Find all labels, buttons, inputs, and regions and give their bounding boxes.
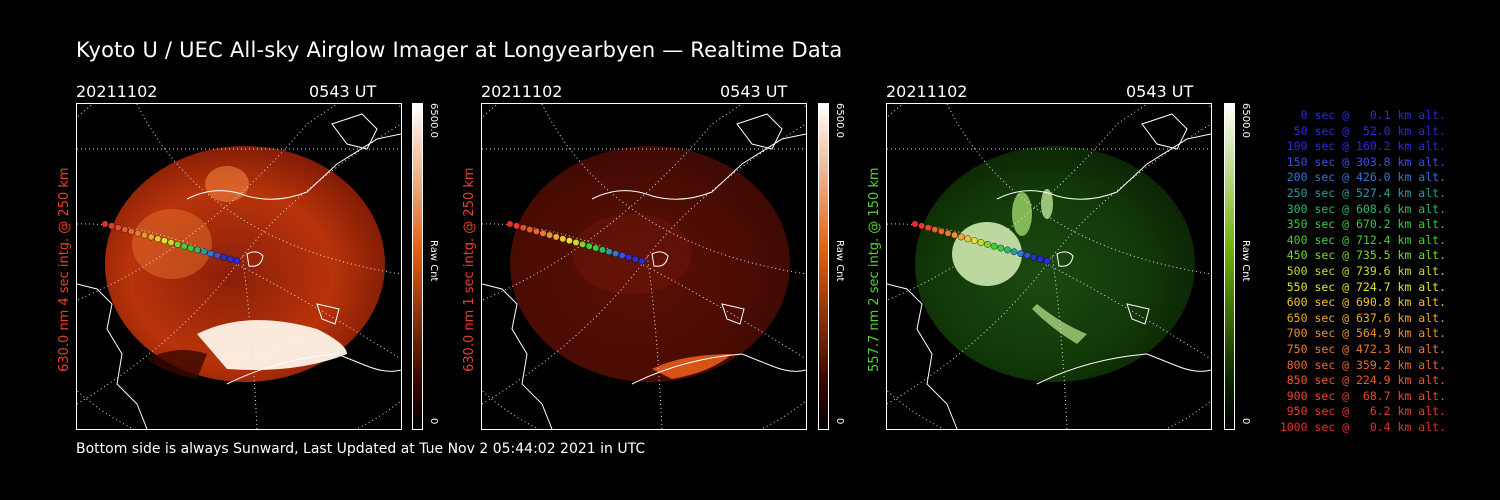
panel-1-allsky-image [76, 103, 402, 430]
legend-row: 150 sec @ 303.8 km alt. [1286, 154, 1446, 169]
legend-row: 450 sec @ 735.5 km alt. [1286, 248, 1446, 263]
panel-3-colorbar-max: 6500.0 [1240, 103, 1251, 138]
legend-row: 100 sec @ 160.2 km alt. [1286, 139, 1446, 154]
trajectory-legend: 0 sec @ 0.1 km alt. 50 sec @ 52.0 km alt… [1262, 108, 1446, 435]
panel-3-colorbar-unit: Raw Cnt [1240, 240, 1251, 282]
footer-status: Bottom side is always Sunward, Last Upda… [76, 441, 646, 457]
panel-2-allsky-image [481, 103, 807, 430]
legend-row: 350 sec @ 670.2 km alt. [1286, 217, 1446, 232]
legend-row: 50 sec @ 52.0 km alt. [1286, 123, 1446, 138]
legend-row: 0 sec @ 0.1 km alt. [1286, 108, 1446, 122]
panel-1-colorbar-min: 0 [428, 418, 439, 425]
legend-row: 650 sec @ 637.6 km alt. [1286, 310, 1446, 325]
panel-3-allsky-image [886, 103, 1212, 430]
panel-1-colorbar-max: 6500.0 [428, 103, 439, 138]
legend-row: 200 sec @ 426.0 km alt. [1286, 170, 1446, 185]
legend-row: 600 sec @ 690.8 km alt. [1286, 295, 1446, 310]
panel-3-colorbar [1224, 103, 1235, 430]
legend-row: 750 sec @ 472.3 km alt. [1286, 341, 1446, 356]
panel-1-side-label: 630.0 nm 4 sec intg. @ 250 km [57, 167, 72, 372]
panel-3-colorbar-min: 0 [1240, 418, 1251, 425]
legend-row: 800 sec @ 359.2 km alt. [1286, 357, 1446, 372]
panel-2-date: 20211102 [481, 82, 563, 101]
legend-row: 850 sec @ 224.9 km alt. [1286, 373, 1446, 388]
legend-row: 950 sec @ 6.2 km alt. [1286, 404, 1446, 419]
legend-row: 900 sec @ 68.7 km alt. [1286, 388, 1446, 403]
panel-2-colorbar-min: 0 [834, 418, 845, 425]
legend-row: 400 sec @ 712.4 km alt. [1286, 232, 1446, 247]
panel-1-colorbar [412, 103, 423, 430]
panel-3-side-label: 557.7 nm 2 sec intg. @ 150 km [867, 167, 882, 372]
panel-1-colorbar-unit: Raw Cnt [428, 240, 439, 282]
page-title: Kyoto U / UEC All-sky Airglow Imager at … [76, 38, 843, 62]
legend-row: 700 sec @ 564.9 km alt. [1286, 326, 1446, 341]
panel-2-colorbar [818, 103, 829, 430]
panel-2-side-label: 630.0 nm 1 sec intg. @ 250 km [462, 167, 477, 372]
legend-row: 300 sec @ 608.6 km alt. [1286, 201, 1446, 216]
legend-row: 550 sec @ 724.7 km alt. [1286, 279, 1446, 294]
panel-2-time: 0543 UT [720, 82, 788, 101]
legend-row: 500 sec @ 739.6 km alt. [1286, 263, 1446, 278]
panel-1-date: 20211102 [76, 82, 158, 101]
legend-row: 250 sec @ 527.4 km alt. [1286, 185, 1446, 200]
panel-2-colorbar-unit: Raw Cnt [834, 240, 845, 282]
panel-2-colorbar-max: 6500.0 [834, 103, 845, 138]
panel-3-time: 0543 UT [1126, 82, 1194, 101]
panel-3-date: 20211102 [886, 82, 968, 101]
panel-1-time: 0543 UT [309, 82, 377, 101]
legend-row: 1000 sec @ 0.4 km alt. [1279, 419, 1446, 434]
